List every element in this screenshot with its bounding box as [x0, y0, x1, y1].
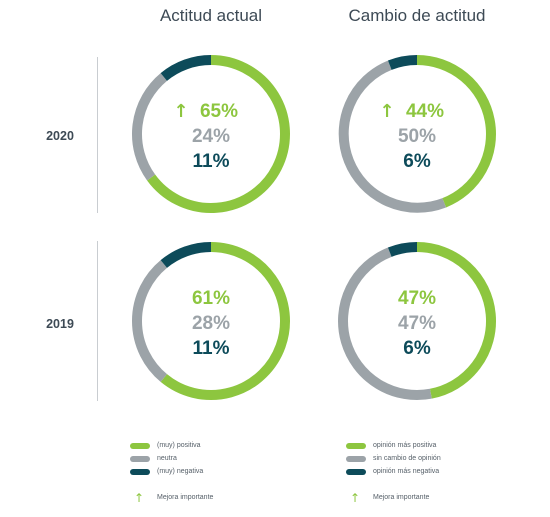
- donut-value-neutral: 28%: [192, 313, 230, 334]
- legend-swatch-neutral: [346, 456, 366, 462]
- legend-swatch-positive: [130, 443, 150, 449]
- donut-segment-neutral: [338, 247, 432, 400]
- up-arrow-icon: ↑: [350, 491, 361, 505]
- column-title-cambio-de-actitud: Cambio de actitud: [348, 6, 486, 25]
- legend-label: neutra: [157, 455, 177, 462]
- legend-swatch-positive: [346, 443, 366, 449]
- donut-segment-positive: [416, 242, 496, 399]
- legend-label: Mejora importante: [373, 494, 430, 501]
- legend-label: Mejora importante: [157, 494, 214, 501]
- legend-label: sin cambio de opinión: [373, 455, 441, 462]
- donut-segment-neutral: [132, 260, 168, 382]
- row-label-2020: 2020: [46, 129, 74, 143]
- column-title-actitud-actual: Actitud actual: [159, 6, 263, 25]
- donut-segment-positive: [160, 242, 290, 400]
- donut-value-positive: 65%: [200, 101, 238, 122]
- legend-label: opinión más negativa: [373, 468, 440, 475]
- donut-segment-positive: [416, 55, 496, 208]
- donut-value-negative: 6%: [403, 338, 431, 359]
- legend-label: opinión más positiva: [373, 442, 437, 449]
- donut-value-positive: 47%: [398, 288, 436, 309]
- legend-swatch-neutral: [130, 456, 150, 462]
- legend-right: opinión más positiva sin cambio de opini…: [346, 442, 536, 513]
- donut-segment-positive: [147, 55, 290, 213]
- donut-value-negative: 11%: [193, 151, 230, 172]
- legend-swatch-negative: [130, 469, 150, 475]
- up-arrow-icon: ↑: [379, 101, 394, 122]
- legend-swatch-negative: [346, 469, 366, 475]
- donut-segment-neutral: [338, 60, 447, 213]
- donut-segment-negative: [387, 242, 418, 257]
- donut-value-neutral: 24%: [192, 126, 230, 147]
- row-label-2019: 2019: [46, 317, 74, 331]
- donut-segment-neutral: [132, 73, 168, 181]
- donut-segment-negative: [160, 242, 212, 268]
- row-divider-2019: [97, 241, 98, 401]
- legend-left: (muy) positiva neutra (muy) negativa ↑ M…: [130, 442, 310, 513]
- up-arrow-icon: ↑: [134, 491, 145, 505]
- up-arrow-icon: ↑: [173, 101, 188, 122]
- donut-segment-negative: [160, 55, 212, 81]
- row-divider-2020: [97, 57, 98, 213]
- donut-value-negative: 6%: [403, 151, 431, 172]
- donut-value-negative: 11%: [193, 338, 230, 359]
- legend-label: (muy) positiva: [157, 442, 201, 449]
- donut-value-neutral: 47%: [398, 313, 436, 334]
- donut-value-positive: 44%: [406, 101, 444, 122]
- donut-segment-negative: [387, 55, 418, 70]
- donut-value-neutral: 50%: [398, 126, 436, 147]
- donut-value-positive: 61%: [192, 288, 230, 309]
- legend-label: (muy) negativa: [157, 468, 204, 475]
